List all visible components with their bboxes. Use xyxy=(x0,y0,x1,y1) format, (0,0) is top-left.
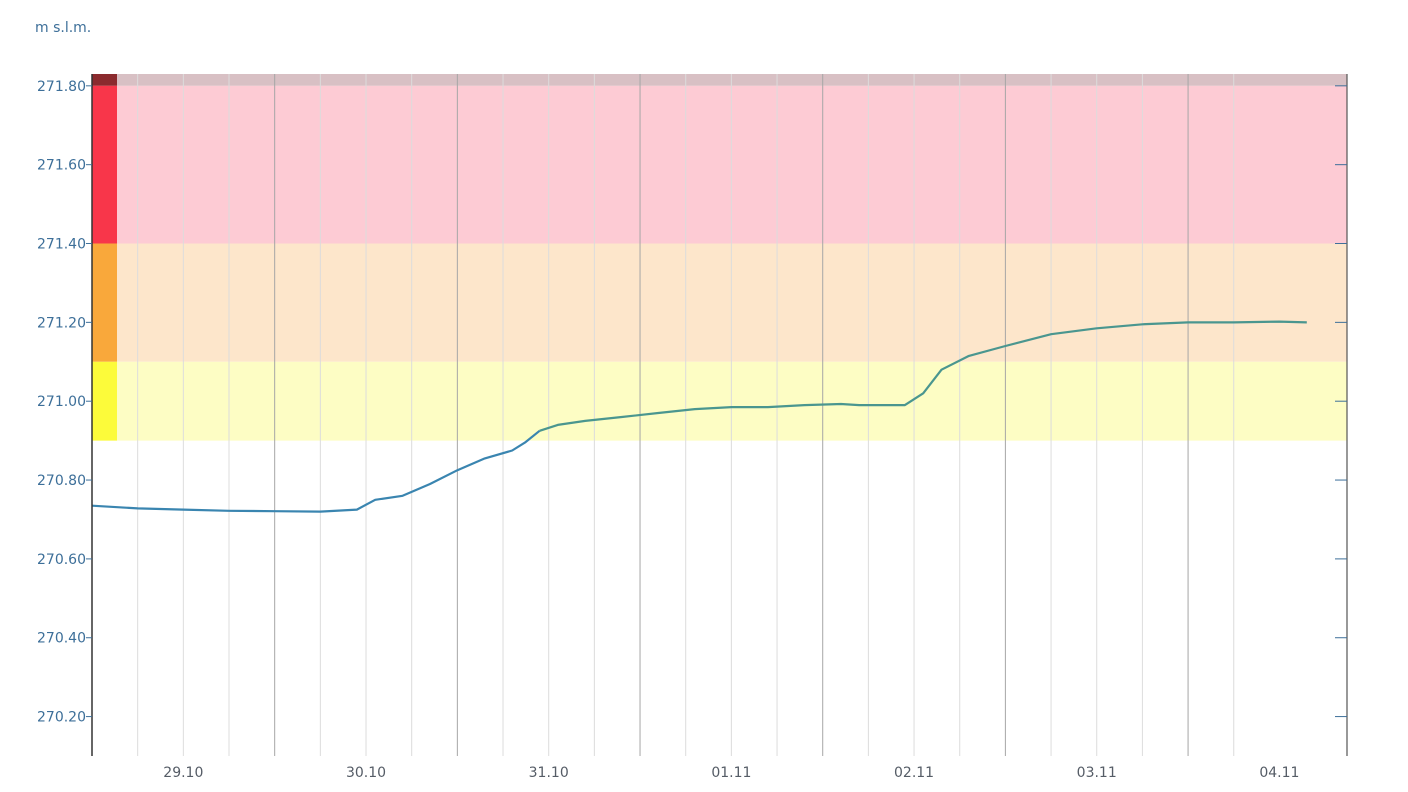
y-tick-label: 271.20 xyxy=(37,315,86,331)
y-tick-label: 271.80 xyxy=(37,79,86,95)
band-red xyxy=(117,85,1347,244)
x-tick-label: 01.11 xyxy=(711,765,751,781)
x-tick-label: 04.11 xyxy=(1259,765,1299,781)
series-line-in-band xyxy=(539,320,1307,432)
y-tick-label: 271.40 xyxy=(37,237,86,253)
chart-grid xyxy=(137,74,1235,756)
x-tick-label: 29.10 xyxy=(163,765,203,781)
indicator-orange xyxy=(92,243,117,362)
indicator-yellow xyxy=(92,361,117,441)
series-layer xyxy=(91,320,1307,513)
indicator-red xyxy=(92,85,117,244)
band-yellow xyxy=(117,361,1347,441)
x-tick-label: 03.11 xyxy=(1077,765,1117,781)
y-tick-label: 270.20 xyxy=(37,710,86,726)
band-alert-dark xyxy=(117,74,1347,86)
band-orange xyxy=(117,243,1347,362)
x-tick-label: 31.10 xyxy=(529,765,569,781)
y-tick-label: 270.40 xyxy=(37,631,86,647)
y-axis-unit-label: m s.l.m. xyxy=(35,20,91,36)
y-tick-label: 270.60 xyxy=(37,552,86,568)
y-axis-ticks: 270.20 270.40 270.60 270.80 271.00 271.20 271.… xyxy=(37,79,1347,726)
x-axis-ticks: 29.10 30.10 31.10 01.11 02.11 03.11 04.11 xyxy=(163,765,1299,781)
x-tick-label: 02.11 xyxy=(894,765,934,781)
threshold-side-indicator xyxy=(92,74,117,441)
y-tick-label: 271.00 xyxy=(37,394,86,410)
chart-axes xyxy=(91,74,1348,756)
y-tick-label: 270.80 xyxy=(37,473,86,489)
threshold-bands xyxy=(117,74,1347,441)
y-tick-label: 271.60 xyxy=(37,158,86,174)
indicator-alert-dark xyxy=(92,74,117,86)
x-tick-label: 30.10 xyxy=(346,765,386,781)
series-line xyxy=(91,429,541,513)
